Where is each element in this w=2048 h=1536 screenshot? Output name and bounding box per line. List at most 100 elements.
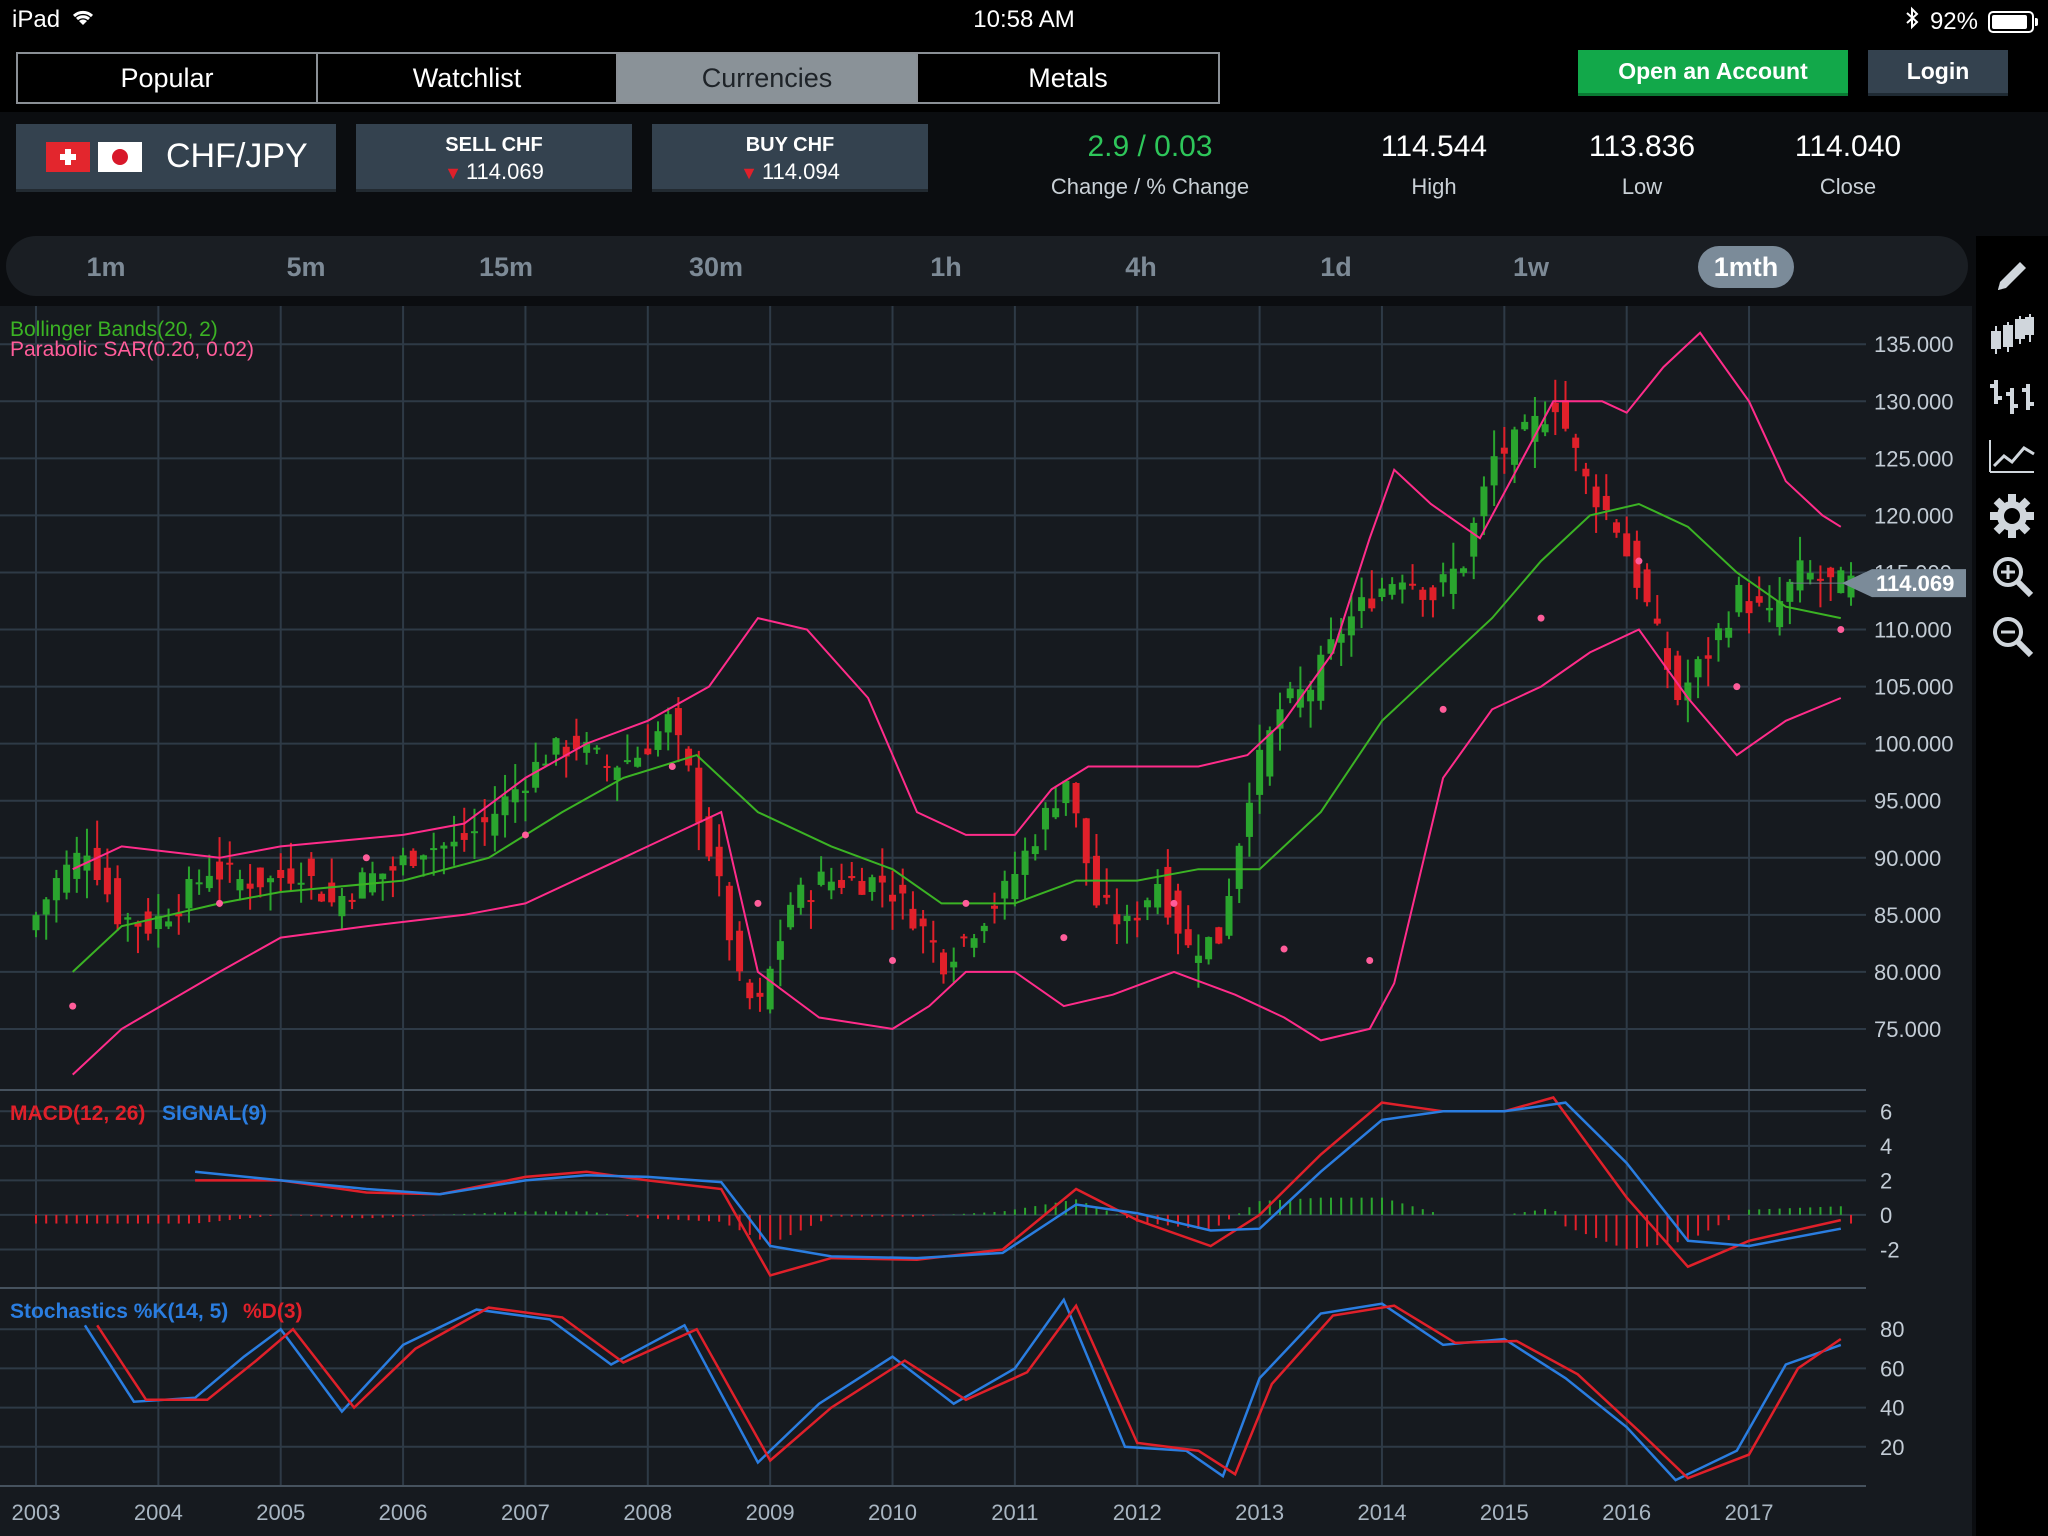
candle-body	[674, 708, 682, 736]
bar-chart-icon[interactable]	[1982, 366, 2042, 426]
candle-body	[1317, 654, 1325, 701]
timeframe-1w[interactable]: 1w	[1512, 251, 1550, 282]
buy-button[interactable]: BUY CHF ▼ 114.094	[652, 124, 928, 192]
candle-body	[644, 748, 652, 755]
line-chart-icon[interactable]	[1982, 426, 2042, 486]
candle-body	[1347, 616, 1355, 636]
candle-body	[205, 875, 213, 889]
candle-body	[787, 904, 795, 928]
y-tick-label: 105.000	[1874, 675, 1954, 700]
candle	[1460, 566, 1468, 577]
zoom-in-icon[interactable]	[1982, 546, 2042, 606]
candle	[521, 777, 529, 822]
candle-body	[1307, 689, 1315, 702]
x-tick-label: 2005	[256, 1500, 305, 1525]
candle-body	[736, 930, 744, 972]
candle	[623, 734, 631, 765]
signal-line	[194, 1101, 1842, 1260]
timeframe-1mth[interactable]: 1mth	[1698, 246, 1794, 288]
candle-body	[1816, 578, 1824, 581]
candle-body	[1082, 818, 1090, 864]
device-name: iPad	[12, 6, 61, 33]
candle-body	[1572, 437, 1580, 448]
tab-metals[interactable]: Metals	[918, 54, 1218, 102]
tab-popular[interactable]: Popular	[18, 54, 318, 102]
candle-body	[746, 982, 754, 999]
candle	[1194, 934, 1202, 988]
sell-button[interactable]: SELL CHF ▼ 114.069	[356, 124, 632, 192]
sar-dot	[216, 899, 224, 907]
candle	[42, 897, 50, 940]
candle-body	[980, 925, 988, 932]
timeframe-4h[interactable]: 4h	[1125, 251, 1157, 282]
timeframe-1h[interactable]: 1h	[930, 251, 962, 282]
candle-body	[623, 760, 631, 763]
open-account-button[interactable]: Open an Account	[1578, 50, 1848, 96]
candle	[1449, 542, 1457, 610]
candle	[1694, 656, 1702, 699]
candle-body	[552, 738, 560, 755]
candle-body	[419, 855, 427, 860]
tab-currencies[interactable]: Currencies	[618, 54, 918, 102]
candle-body	[1653, 618, 1661, 624]
status-bar: iPad 10:58 AM 92%	[0, 0, 2048, 40]
candle-body	[1164, 866, 1172, 918]
candle-body	[562, 746, 570, 757]
candle	[1398, 574, 1406, 604]
candle	[695, 750, 703, 851]
y-tick-label: 135.000	[1874, 332, 1954, 357]
timeframe-5m[interactable]: 5m	[286, 251, 326, 282]
high-label: High	[1411, 174, 1457, 199]
candle-body	[1439, 574, 1447, 583]
chart-area[interactable]: 2003 2004 2005 2006 2007 2008 2009 2010 2011 2012…	[0, 306, 1972, 1536]
down-arrow-icon: ▼	[444, 163, 462, 183]
timeframe-1d[interactable]: 1d	[1320, 251, 1352, 282]
candle	[736, 921, 744, 981]
candle	[1174, 883, 1182, 955]
candle	[1021, 837, 1029, 900]
gear-icon[interactable]	[1982, 486, 2042, 546]
login-button[interactable]: Login	[1868, 50, 2008, 96]
battery-icon	[1988, 10, 2038, 33]
candle	[593, 745, 601, 754]
candlestick-icon[interactable]	[1982, 306, 2042, 366]
pencil-icon[interactable]	[1982, 246, 2042, 306]
pair-selector[interactable]: CHF/JPY	[16, 124, 336, 192]
candle-body	[1786, 581, 1794, 602]
zoom-out-icon[interactable]	[1982, 606, 2042, 666]
candle-body	[909, 908, 917, 929]
category-tabs: Popular Watchlist Currencies Metals	[16, 52, 1220, 104]
candle	[511, 764, 519, 823]
timeframe-30m[interactable]: 30m	[688, 251, 744, 282]
candle-body	[1235, 845, 1243, 889]
y-tick-label: 40	[1880, 1396, 1904, 1421]
candle-body	[1123, 915, 1131, 922]
candle-body	[1592, 486, 1600, 508]
y-tick-label: 20	[1880, 1435, 1904, 1460]
candle-body	[328, 882, 336, 903]
macd-histogram	[35, 1197, 1853, 1250]
candle	[1052, 786, 1060, 820]
candle-body	[766, 968, 774, 1010]
candle-body	[827, 881, 835, 891]
candle-body	[491, 813, 499, 836]
timeframe-15m[interactable]: 15m	[478, 251, 534, 282]
price-chart[interactable]: 2003 2004 2005 2006 2007 2008 2009 2010 2011 2012…	[0, 306, 1972, 1536]
candle	[52, 869, 60, 923]
candle-body	[1276, 709, 1284, 729]
candle-body	[1480, 486, 1488, 517]
candle-body	[379, 873, 387, 880]
timeframe-1m[interactable]: 1m	[86, 251, 126, 282]
candle-body	[950, 961, 958, 968]
candle-body	[1368, 598, 1376, 609]
candle	[1307, 680, 1315, 728]
candle	[766, 966, 774, 1014]
candle-body	[1714, 628, 1722, 641]
candle-body	[521, 790, 529, 794]
x-tick-label: 2016	[1602, 1500, 1651, 1525]
candle	[776, 919, 784, 987]
candle	[338, 887, 346, 931]
candle-body	[899, 884, 907, 894]
tab-watchlist[interactable]: Watchlist	[318, 54, 618, 102]
candle	[216, 837, 224, 908]
